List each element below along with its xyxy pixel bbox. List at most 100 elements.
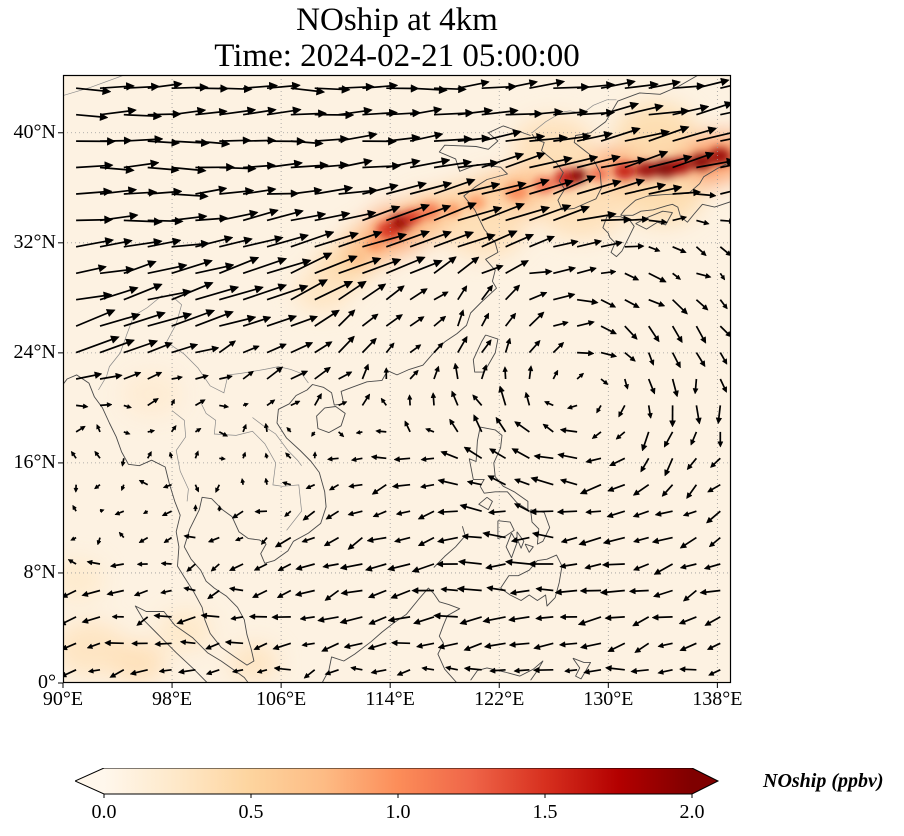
wind-arrow [487,508,506,516]
wind-arrow [513,478,530,486]
plot-frame [62,74,732,684]
wind-arrow [704,616,721,626]
wind-arrow [552,369,559,380]
wind-arrow [481,129,522,142]
wind-arrow [409,316,425,327]
heat-blob [158,610,213,652]
wind-arrow [317,616,339,623]
wind-arrow [313,392,322,406]
wind-arrow [218,256,260,275]
wind-arrow [415,642,435,649]
wind-arrow [552,175,597,195]
wind-arrow [604,614,625,622]
wind-arrow [699,588,721,596]
wind-arrow [608,457,626,466]
heat-blob [121,371,182,417]
wind-arrow [584,563,602,570]
heat-blob [294,270,350,312]
wind-arrow [284,510,292,518]
wind-arrow [385,342,395,354]
wind-arrow [481,181,527,195]
wind-arrow [171,212,208,222]
wind-arrow [370,454,387,461]
wind-arrow [682,510,697,517]
y-tick-label: 24°N [13,340,56,363]
wind-arrow [210,563,220,572]
wind-arrow [530,476,554,486]
wind-arrow [160,561,172,567]
wind-arrow [695,325,707,344]
wind-arrow [75,403,89,409]
wind-arrow [301,641,315,648]
wind-arrow [528,311,545,327]
wind-arrow [350,456,363,463]
wind-arrow [86,559,101,566]
wind-arrow [147,371,163,380]
wind-arrow [480,312,490,327]
wind-arrow [290,86,326,96]
wind-arrow [579,483,602,495]
wind-arrow [558,641,578,648]
wind-arrow [338,230,383,248]
wind-arrow [87,668,101,674]
wind-arrow [70,536,77,541]
wind-arrow [533,453,554,460]
wind-arrow [577,616,602,626]
wind-arrow [647,325,660,343]
wind-arrow [409,204,452,222]
heat-blob [568,168,588,183]
wind-arrow [409,180,453,195]
wind-arrow [607,483,626,492]
wind-arrow [486,585,506,592]
wind-arrow [162,483,172,489]
wind-arrow [314,255,358,275]
wind-arrow [123,311,167,327]
wind-arrow [624,272,640,281]
wind-arrow [207,589,220,600]
wind-arrow [577,350,595,357]
wind-arrow [170,398,175,406]
wind-arrow [634,642,650,654]
wind-arrow [328,483,340,491]
wind-arrow [266,343,288,354]
wind-arrow [195,310,235,327]
wind-arrow [154,640,172,647]
wind-arrow [183,586,196,592]
wind-arrow [664,457,674,477]
wind-arrow [420,456,435,462]
wind-arrow [147,237,182,248]
wind-arrow [320,642,339,652]
wind-arrow [75,425,86,433]
wind-arrow [230,615,244,621]
wind-arrow [171,375,184,381]
wind-arrow [421,665,435,672]
wind-arrow [487,475,506,486]
wind-arrow [195,235,234,248]
wind-arrow [583,668,602,675]
wind-arrow [507,615,530,623]
wind-arrow [338,158,373,169]
wind-arrow [194,399,206,407]
wind-arrow [302,510,316,521]
wind-arrow [242,106,277,116]
wind-arrow [510,536,530,544]
wind-arrow [195,285,240,301]
wind-arrow [323,536,340,547]
wind-arrow [529,291,548,301]
wind-arrow [387,563,411,572]
wind-arrow [111,614,124,620]
wind-arrow [386,203,431,222]
wind-arrow [290,400,301,407]
wind-arrow [183,533,196,540]
wind-arrow [463,642,483,652]
wind-arrow [671,325,683,344]
wind-arrow [266,314,298,327]
wind-arrow [75,371,103,380]
wind-arrow [99,237,133,248]
wind-arrow [505,205,551,222]
wind-arrow [81,616,101,624]
wind-arrow [106,589,124,597]
wind-arrow [527,560,554,568]
wind-arrow [409,369,419,380]
wind-arrow [393,456,411,463]
